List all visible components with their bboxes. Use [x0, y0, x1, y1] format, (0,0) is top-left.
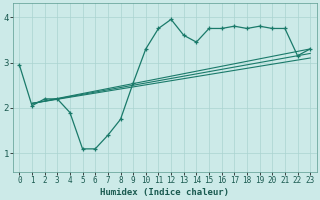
X-axis label: Humidex (Indice chaleur): Humidex (Indice chaleur) — [100, 188, 229, 197]
